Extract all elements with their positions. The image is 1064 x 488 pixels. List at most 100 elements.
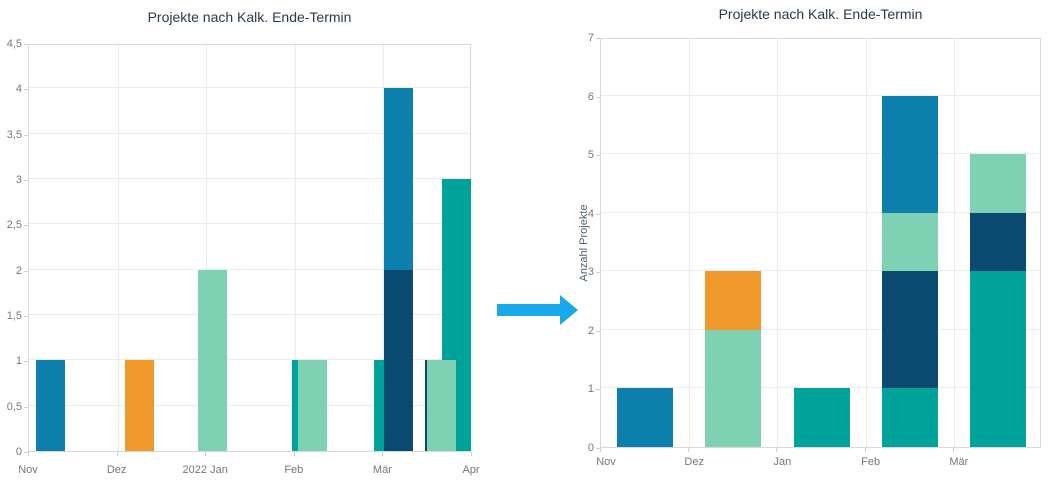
bar[interactable] [297,360,327,451]
y-tick-label: 3 [587,266,594,279]
gridline [953,39,955,447]
gridline [29,178,470,179]
gridline [601,270,1040,272]
y-tick-label: 6 [587,90,594,103]
x-tick-mark [293,452,295,456]
stacked-bar-segment[interactable] [617,388,674,447]
chart-left-title: Projekte nach Kalk. Ende-Termin [147,9,352,25]
y-tick-mark [24,406,28,408]
gridline [117,45,119,451]
y-tick-mark [596,213,600,215]
y-tick-mark [596,330,600,332]
y-tick-label: 0,5 [6,400,22,413]
chart-right-plot-area [600,38,1041,448]
stacked-bar-segment[interactable] [969,271,1026,447]
bar[interactable] [125,360,155,451]
y-tick-mark [24,180,28,181]
x-tick-mark [952,448,954,452]
y-tick-label: 0 [587,442,594,454]
stacked-bar-segment[interactable] [705,329,762,447]
stacked-bar-segment[interactable] [881,212,938,272]
y-tick-label: 1,5 [6,310,22,322]
y-tick-label: 7 [587,32,594,44]
bar[interactable] [383,269,413,451]
x-tick-mark [864,448,866,452]
y-tick-label: 3,5 [6,128,22,141]
y-tick-mark [596,272,600,274]
gridline [601,94,1040,96]
y-tick-mark [24,225,28,227]
stacked-bar-segment[interactable] [969,154,1026,213]
gridline [294,45,296,451]
gridline [29,223,470,225]
y-tick-mark [24,134,28,136]
stacked-bar-segment[interactable] [881,95,938,213]
y-tick-label: 1 [587,383,594,396]
gridline [206,45,208,451]
gridline [777,39,779,447]
chart-left-plot-area [28,44,471,452]
x-tick-label: Feb [284,464,304,476]
y-tick-label: 3 [15,174,22,186]
x-tick-label: Feb [861,456,881,468]
y-tick-label: 4,5 [6,38,22,50]
x-tick-mark [205,452,207,456]
x-tick-label: Dez [684,456,704,468]
x-tick-label: Nov [596,456,616,468]
x-tick-mark [776,448,778,452]
stacked-bar-segment[interactable] [705,271,762,330]
gridline [601,153,1040,155]
transform-arrow-icon [497,295,578,325]
x-tick-label: Mär [372,464,392,476]
y-tick-label: 1 [15,355,22,368]
y-tick-label: 4 [15,83,22,96]
bar[interactable] [35,360,65,451]
y-tick-mark [24,361,28,363]
x-tick-label: Nov [18,464,38,476]
y-tick-label: 2 [587,324,594,337]
chart-right-title: Projekte nach Kalk. Ende-Termin [718,6,923,22]
x-tick-mark [116,452,118,456]
gridline [29,268,470,270]
gridline [689,39,691,447]
x-tick-label: Jan [773,456,792,468]
gridline [29,404,470,406]
y-tick-mark [596,448,600,449]
y-tick-label: 0 [15,446,22,458]
gridline [601,328,1040,330]
bar[interactable] [197,269,227,451]
x-tick-label: Apr [462,464,480,476]
bar[interactable] [426,360,456,451]
y-tick-mark [24,316,28,317]
x-tick-label: Mär [949,456,969,468]
y-tick-mark [596,96,600,98]
gridline [865,39,867,447]
y-tick-mark [596,155,600,157]
stacked-bar-segment[interactable] [881,271,938,389]
gridline [29,314,470,315]
x-tick-mark [28,452,29,456]
gridline [601,211,1040,213]
gridline [29,359,470,361]
stacked-bar-segment[interactable] [969,212,1026,272]
x-tick-label: Dez [106,464,127,476]
y-tick-mark [24,44,28,45]
x-tick-mark [471,452,472,456]
stacked-bar-segment[interactable] [881,388,938,447]
y-tick-label: 4 [587,207,594,220]
gridline [29,87,470,89]
gridline [383,45,385,451]
y-tick-label: 2,5 [6,219,22,232]
y-tick-mark [24,270,28,272]
stacked-bar-segment[interactable] [793,388,850,447]
x-tick-mark [600,448,601,452]
x-tick-mark [382,452,384,456]
y-tick-mark [24,89,28,91]
x-tick-mark [688,448,690,452]
y-tick-mark [596,38,600,39]
gridline [29,132,470,134]
y-tick-mark [24,452,28,453]
y-tick-mark [596,389,600,391]
x-tick-label: 2022 Jan [182,464,228,476]
